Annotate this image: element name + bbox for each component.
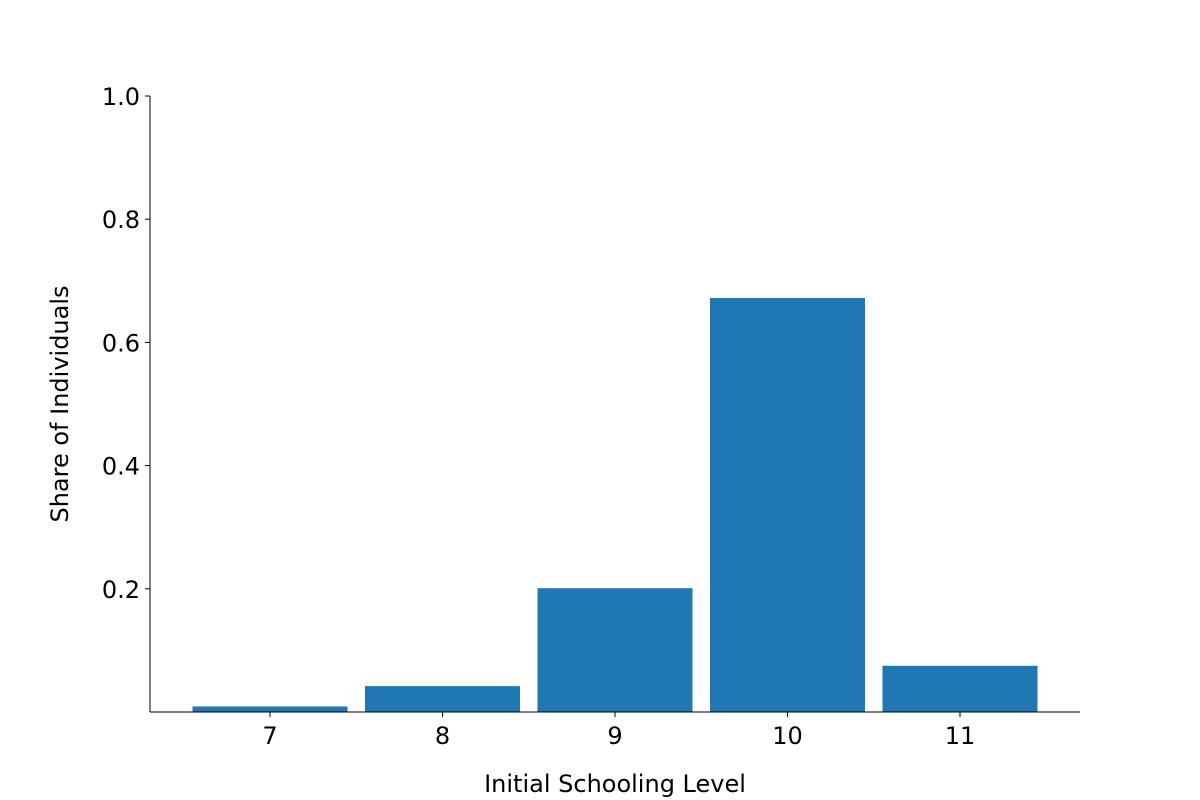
y-axis-label: Share of Individuals xyxy=(46,285,74,522)
x-tick-label: 7 xyxy=(262,722,277,750)
bar-7 xyxy=(192,706,348,712)
bar-11 xyxy=(882,665,1038,712)
x-tick-label: 9 xyxy=(607,722,622,750)
x-tick-label: 11 xyxy=(945,722,976,750)
y-tick-label: 0.8 xyxy=(102,206,140,234)
bars-group xyxy=(192,298,1038,712)
x-axis-ticks: 7 8 9 10 11 xyxy=(262,712,975,750)
y-tick-label: 0.2 xyxy=(102,576,140,604)
x-axis-label: Initial Schooling Level xyxy=(484,770,746,798)
x-tick-label: 8 xyxy=(435,722,450,750)
bar-8 xyxy=(365,686,520,712)
y-tick-label: 0.6 xyxy=(102,329,140,357)
y-tick-label: 0.4 xyxy=(102,453,140,481)
y-tick-label: 1.0 xyxy=(102,83,140,111)
y-axis-ticks: 0.2 0.4 0.6 0.8 1.0 xyxy=(102,83,150,604)
bar-10 xyxy=(710,298,865,712)
bar-9 xyxy=(537,588,693,712)
x-tick-label: 10 xyxy=(772,722,803,750)
